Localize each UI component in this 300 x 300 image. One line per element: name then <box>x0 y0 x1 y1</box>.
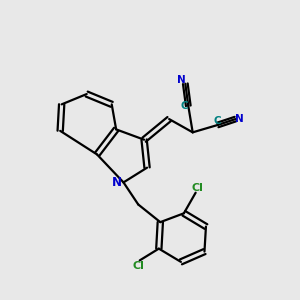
Text: N: N <box>112 176 122 189</box>
Text: Cl: Cl <box>191 183 203 193</box>
Text: C: C <box>181 101 189 111</box>
Text: Cl: Cl <box>132 261 144 271</box>
Text: C: C <box>214 116 221 126</box>
Text: N: N <box>177 75 186 85</box>
Text: N: N <box>235 114 243 124</box>
